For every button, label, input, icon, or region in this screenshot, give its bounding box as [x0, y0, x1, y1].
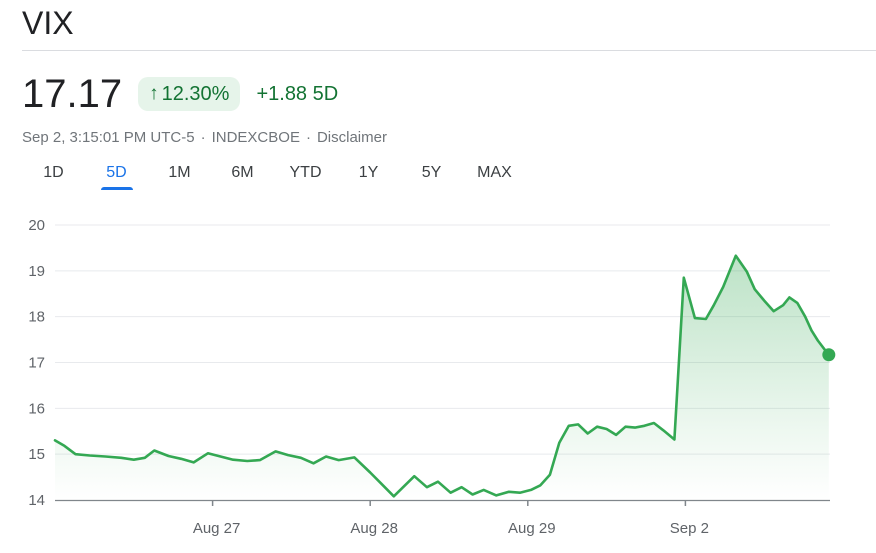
tab-label: MAX — [477, 164, 512, 181]
change-percent-value: 12.30% — [161, 83, 230, 105]
page-title: VIX — [22, 5, 74, 41]
x-axis-label: Aug 28 — [350, 520, 398, 537]
meta-separator-2: · — [305, 129, 311, 146]
change-period-label: 5D — [312, 83, 339, 105]
y-axis-label: 16 — [28, 400, 45, 417]
tab-1m[interactable]: 1M — [148, 156, 211, 190]
time-range-tabs: 1D 5D 1M 6M YTD 1Y 5Y MAX — [22, 156, 526, 190]
disclaimer-link[interactable]: Disclaimer — [316, 129, 387, 146]
current-price-dot — [822, 348, 836, 362]
tab-label: 5Y — [421, 164, 442, 181]
y-axis-label: 15 — [28, 446, 45, 463]
tab-max[interactable]: MAX — [463, 156, 526, 190]
tab-5d[interactable]: 5D — [85, 156, 148, 190]
current-price: 17.17 — [22, 72, 123, 116]
price-chart-svg[interactable]: 14 15 16 17 18 19 20 Aug 27 Aug 28 Aug 29 Sep 2 — [0, 205, 876, 553]
tab-label: 6M — [231, 164, 254, 181]
change-percent-badge: ↑ 12.30% — [138, 77, 241, 111]
x-axis-label: Aug 27 — [193, 520, 241, 537]
tab-6m[interactable]: 6M — [211, 156, 274, 190]
y-axis-label: 17 — [28, 355, 45, 372]
y-axis-label: 20 — [28, 217, 45, 234]
tab-label: 1D — [43, 164, 64, 181]
price-line — [53, 254, 831, 498]
tab-1y[interactable]: 1Y — [337, 156, 400, 190]
tab-5y[interactable]: 5Y — [400, 156, 463, 190]
tab-label: 5D — [106, 164, 127, 181]
active-tab-underline — [100, 187, 133, 190]
up-arrow-icon: ↑ — [149, 83, 159, 104]
price-area-fill — [55, 255, 829, 500]
x-axis-label: Sep 2 — [670, 520, 709, 537]
quote-meta-line: Sep 2, 3:15:01 PM UTC-5 · INDEXCBOE · Discla… — [22, 128, 387, 148]
price-chart[interactable]: 14 15 16 17 18 19 20 Aug 27 Aug 28 Aug 29 Sep 2 — [0, 205, 876, 553]
meta-separator: · — [200, 129, 206, 146]
y-axis-label: 14 — [28, 492, 45, 509]
y-axis-label: 18 — [28, 309, 45, 326]
header-divider — [22, 50, 876, 51]
quote-timestamp: Sep 2, 3:15:01 PM UTC-5 — [22, 129, 195, 146]
change-absolute-value: +1.88 — [256, 83, 308, 105]
change-absolute: +1.88 5D — [256, 82, 338, 106]
tab-label: 1Y — [358, 164, 379, 181]
quote-header: 17.17 ↑ 12.30% +1.88 5D — [22, 72, 338, 116]
tab-1d[interactable]: 1D — [22, 156, 85, 190]
tab-label: YTD — [289, 164, 322, 181]
tab-label: 1M — [168, 164, 191, 181]
x-axis-label: Aug 29 — [508, 520, 556, 537]
tab-ytd[interactable]: YTD — [274, 156, 337, 190]
y-axis-label: 19 — [28, 263, 45, 280]
exchange-code: INDEXCBOE — [211, 129, 300, 146]
